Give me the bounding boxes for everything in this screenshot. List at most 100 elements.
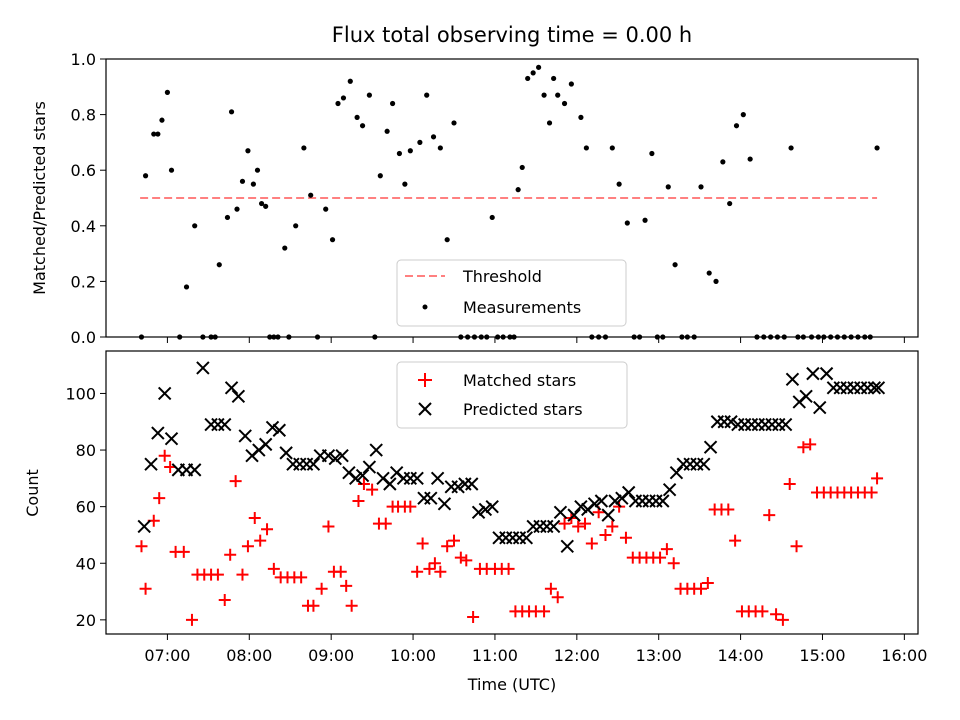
predicted-star-point [430, 471, 445, 486]
measurement-point [228, 109, 235, 115]
predicted-star-point [553, 505, 568, 520]
predicted-star-point [799, 389, 813, 403]
predicted-star-point [355, 468, 370, 483]
measurement-point [761, 334, 767, 340]
matched-star-point [322, 520, 335, 533]
measurement-point [354, 114, 360, 120]
matched-star-point [428, 557, 441, 570]
measurement-point [245, 148, 251, 154]
predicted-stars-legend-label: Predicted stars [463, 400, 583, 419]
measurement-point [155, 131, 161, 137]
matched-star-point [460, 554, 473, 567]
measurement-point [451, 120, 457, 126]
matched-star-point [599, 528, 612, 541]
measurement-point [691, 334, 697, 340]
measurement-point [848, 334, 854, 340]
measurement-point [177, 334, 183, 340]
matched-star-point [229, 475, 242, 488]
matched-star-point [295, 571, 308, 584]
predicted-star-point [349, 471, 363, 486]
bottom-legend-box [396, 361, 628, 429]
matched-star-point [544, 582, 557, 595]
matched-star-point [776, 613, 789, 626]
measurement-point [340, 95, 347, 101]
matched-star-point [722, 503, 735, 516]
measurement-point [275, 334, 281, 340]
predicted-star-point [478, 502, 493, 517]
measurement-point [286, 334, 292, 340]
predicted-star-point [328, 451, 342, 466]
bottom-y-tick-label: 40 [76, 554, 96, 573]
predicted-star-point [819, 366, 834, 381]
top-y-tick-label: 0.6 [71, 161, 96, 180]
measurement-point [384, 128, 390, 134]
matched-star-point [185, 613, 198, 626]
matched-star-point [613, 500, 626, 513]
measurement-point [679, 334, 685, 340]
measurement-point [271, 334, 277, 340]
measurement-point [525, 75, 531, 82]
measurement-point [323, 206, 329, 212]
predicted-stars-legend-swatch [418, 402, 432, 416]
measurement-point [430, 134, 437, 140]
predicted-star-point [335, 449, 349, 463]
bottom-y-tick-label: 20 [76, 611, 96, 630]
measurement-point [631, 334, 637, 340]
measurement-point [308, 192, 314, 198]
matched-star-point [211, 568, 224, 581]
measurement-point [465, 334, 471, 340]
measurement-point [164, 89, 171, 95]
measurement-point [200, 334, 206, 340]
measurement-point [168, 167, 175, 173]
measurement-point [841, 334, 847, 340]
bottom-y-ticks: 20 40 60 80 100 [65, 384, 106, 630]
measurement-point [250, 181, 256, 187]
measurement-point [874, 145, 880, 151]
matched-star-point [619, 531, 632, 544]
matched-star-point [307, 599, 320, 612]
predicted-star-point [669, 465, 684, 480]
measurement-point [555, 92, 561, 98]
matched-star-point [416, 537, 429, 550]
matched-star-point [454, 551, 467, 564]
measurement-point [828, 334, 834, 340]
measurement-point [329, 237, 336, 243]
matched-star-point [585, 537, 598, 550]
matched-star-point [448, 534, 460, 547]
measurement-point [637, 334, 643, 340]
matched-star-point [139, 582, 152, 595]
bottom-x-ticks: 07:00 08:00 09:00 10:00 11:00 12:00 13:00 14:00… [144, 634, 927, 665]
matched-star-point [729, 534, 742, 547]
measurement-point [561, 100, 568, 107]
predicted-star-point [867, 381, 882, 395]
predicted-star-point [196, 361, 210, 375]
matched-stars-legend-swatch [418, 373, 432, 387]
predicted-star-point [306, 457, 321, 471]
measurement-point [142, 173, 149, 179]
matched-star-point [254, 534, 267, 547]
matched-star-point [538, 605, 551, 618]
measurement-point [862, 334, 868, 340]
measurement-point [795, 334, 801, 340]
predicted-star-point [594, 494, 609, 508]
measurement-point [159, 117, 165, 123]
matched-star-point [654, 551, 667, 564]
measurement-point [720, 159, 726, 165]
measurement-point [568, 81, 574, 87]
measurement-point [478, 334, 484, 340]
predicted-star-point [703, 440, 718, 454]
predicted-star-point [519, 531, 534, 545]
predicted-star-point [724, 415, 738, 429]
top-legend-box [396, 259, 627, 327]
measurement-point [519, 164, 525, 171]
top-y-tick-label: 0.0 [71, 328, 96, 347]
predicted-star-point [601, 508, 615, 522]
bottom-y-tick-label: 60 [76, 498, 96, 517]
matched-stars-series [135, 438, 884, 626]
matched-star-point [177, 545, 190, 558]
measurement-point [867, 334, 873, 340]
matched-star-point [218, 594, 231, 607]
top-y-axis-label: Matched/Predicted stars [30, 101, 49, 295]
predicted-star-point [410, 471, 424, 486]
predicted-star-point [164, 432, 179, 446]
